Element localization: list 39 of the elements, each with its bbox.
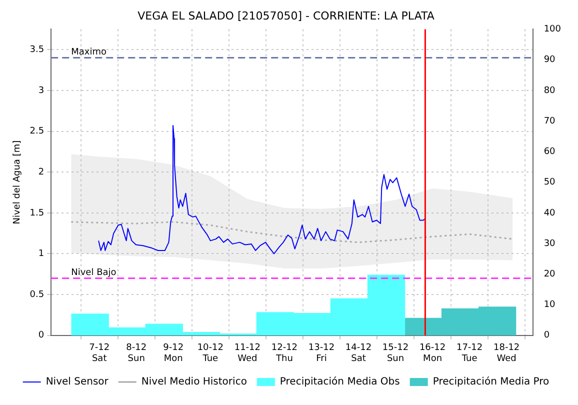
chart-title: VEGA EL SALADO [21057050] - CORRIENTE: LA PLATA bbox=[138, 9, 435, 22]
x-tick-label: 18-12 Wed bbox=[494, 343, 520, 364]
y2-tick-label: 70 bbox=[544, 116, 556, 126]
y2-tick-label: 0 bbox=[544, 330, 550, 341]
y2-tick-label: 10 bbox=[544, 300, 556, 310]
x-tick-label: 17-12 Tue bbox=[456, 343, 483, 364]
y-tick-label: 3 bbox=[38, 86, 44, 96]
y-tick-label: 1 bbox=[38, 249, 44, 260]
y-tick-label: 3.5 bbox=[30, 44, 44, 55]
x-tick-label: 9-12 Mon bbox=[163, 343, 184, 364]
legend-label: Nivel Medio Historico bbox=[141, 376, 247, 388]
x-tick-label: 14-12 Sat bbox=[345, 343, 372, 364]
legend-label: Nivel Sensor bbox=[46, 376, 110, 388]
y2-tick-label: 50 bbox=[544, 178, 556, 188]
x-tick-label: 11-12 Wed bbox=[234, 343, 261, 364]
x-tick-label: 15-12 Sun bbox=[382, 343, 409, 364]
x-tick-label: 7-12 Sat bbox=[89, 343, 110, 364]
y-tick-label: 2 bbox=[38, 167, 44, 178]
x-tick-label: 10-12 Tue bbox=[197, 343, 224, 364]
y2-tick-label: 100 bbox=[544, 24, 562, 35]
x-tick-label: 16-12 Mon bbox=[419, 343, 446, 364]
y2-tick-label: 20 bbox=[544, 270, 556, 280]
ref-line-label: Maximo bbox=[71, 48, 107, 58]
y-tick-label: 2.5 bbox=[30, 126, 44, 137]
y-tick-label: 0.5 bbox=[30, 290, 44, 300]
y2-tick-label: 60 bbox=[544, 147, 556, 158]
legend-label: Precipitación Media Obs bbox=[280, 376, 400, 388]
legend-label: Precipitación Media Pro bbox=[432, 376, 550, 388]
y2-tick-label: 90 bbox=[544, 55, 556, 66]
x-tick-label: 8-12 Sun bbox=[126, 343, 147, 364]
y2-tick-label: 40 bbox=[544, 208, 556, 218]
x-tick-label: 12-12 Thu bbox=[271, 343, 298, 364]
y2-tick-label: 80 bbox=[544, 86, 556, 96]
x-tick-label: 13-12 Fri bbox=[308, 343, 335, 364]
y-axis-title: Nivel del Agua [m] bbox=[12, 140, 23, 224]
y2-tick-label: 30 bbox=[544, 238, 556, 249]
ref-line-label: Nivel Bajo bbox=[71, 268, 117, 278]
y-tick-label: 1.5 bbox=[30, 208, 44, 218]
y-tick-label: 0 bbox=[38, 330, 44, 341]
